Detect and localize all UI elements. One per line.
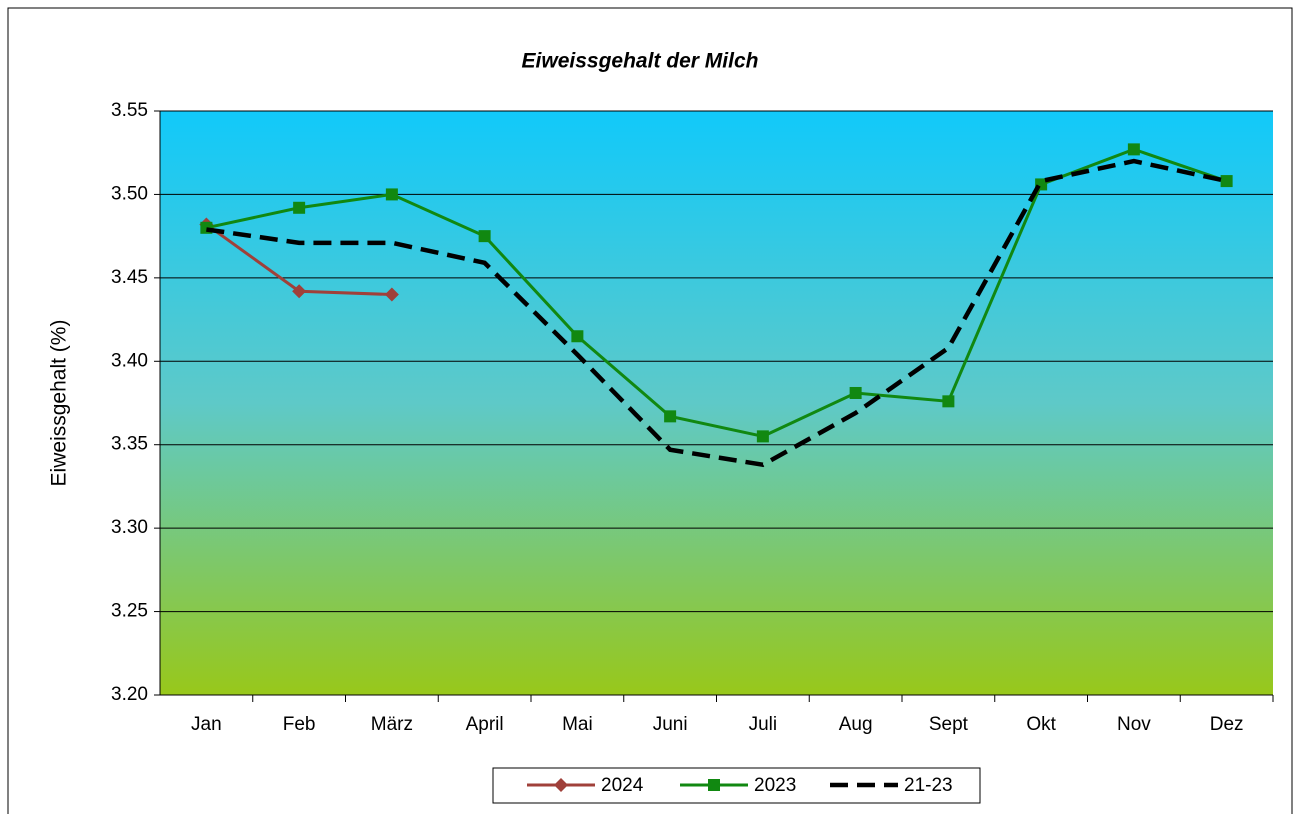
- y-tick-label: 3.55: [111, 100, 148, 121]
- x-tick-label: Okt: [1026, 714, 1056, 735]
- data-point: [1220, 175, 1233, 188]
- data-point: [385, 188, 398, 201]
- x-tick-label: Nov: [1117, 714, 1151, 735]
- y-tick-label: 3.30: [111, 517, 148, 538]
- data-point: [1127, 143, 1140, 156]
- x-tick-label: März: [371, 714, 413, 735]
- x-tick-label: Aug: [839, 714, 873, 735]
- plot-area: [160, 111, 1273, 695]
- data-point: [571, 330, 584, 343]
- legend-label: 21-23: [904, 775, 953, 796]
- y-tick-label: 3.20: [111, 684, 148, 705]
- y-tick-label: 3.45: [111, 267, 148, 288]
- data-point: [292, 284, 307, 299]
- y-tick-label: 3.25: [111, 601, 148, 622]
- data-point: [293, 201, 306, 214]
- data-point: [384, 287, 399, 302]
- series-line: [206, 158, 1228, 468]
- x-tick-label: Dez: [1210, 714, 1244, 735]
- y-tick-label: 3.50: [111, 183, 148, 204]
- legend-marker: [708, 779, 720, 791]
- x-tick-label: Juni: [653, 714, 688, 735]
- data-point: [478, 230, 491, 243]
- x-tick-label: Feb: [283, 714, 316, 735]
- y-tick-label: 3.40: [111, 350, 148, 371]
- x-tick-label: Juli: [749, 714, 778, 735]
- chart-title: Eiweissgehalt der Milch: [522, 50, 759, 73]
- x-tick-label: Jan: [191, 714, 222, 735]
- x-tick-label: Mai: [562, 714, 593, 735]
- data-point: [849, 386, 862, 399]
- y-axis-label: Eiweissgehalt (%): [48, 320, 71, 487]
- legend-label: 2024: [601, 775, 644, 796]
- y-tick-label: 3.35: [111, 434, 148, 455]
- data-point: [942, 395, 955, 408]
- x-tick-label: April: [466, 714, 504, 735]
- data-point: [664, 410, 677, 423]
- x-tick-label: Sept: [929, 714, 969, 735]
- legend-label: 2023: [754, 775, 796, 796]
- legend-marker: [554, 778, 568, 792]
- data-point: [756, 430, 769, 443]
